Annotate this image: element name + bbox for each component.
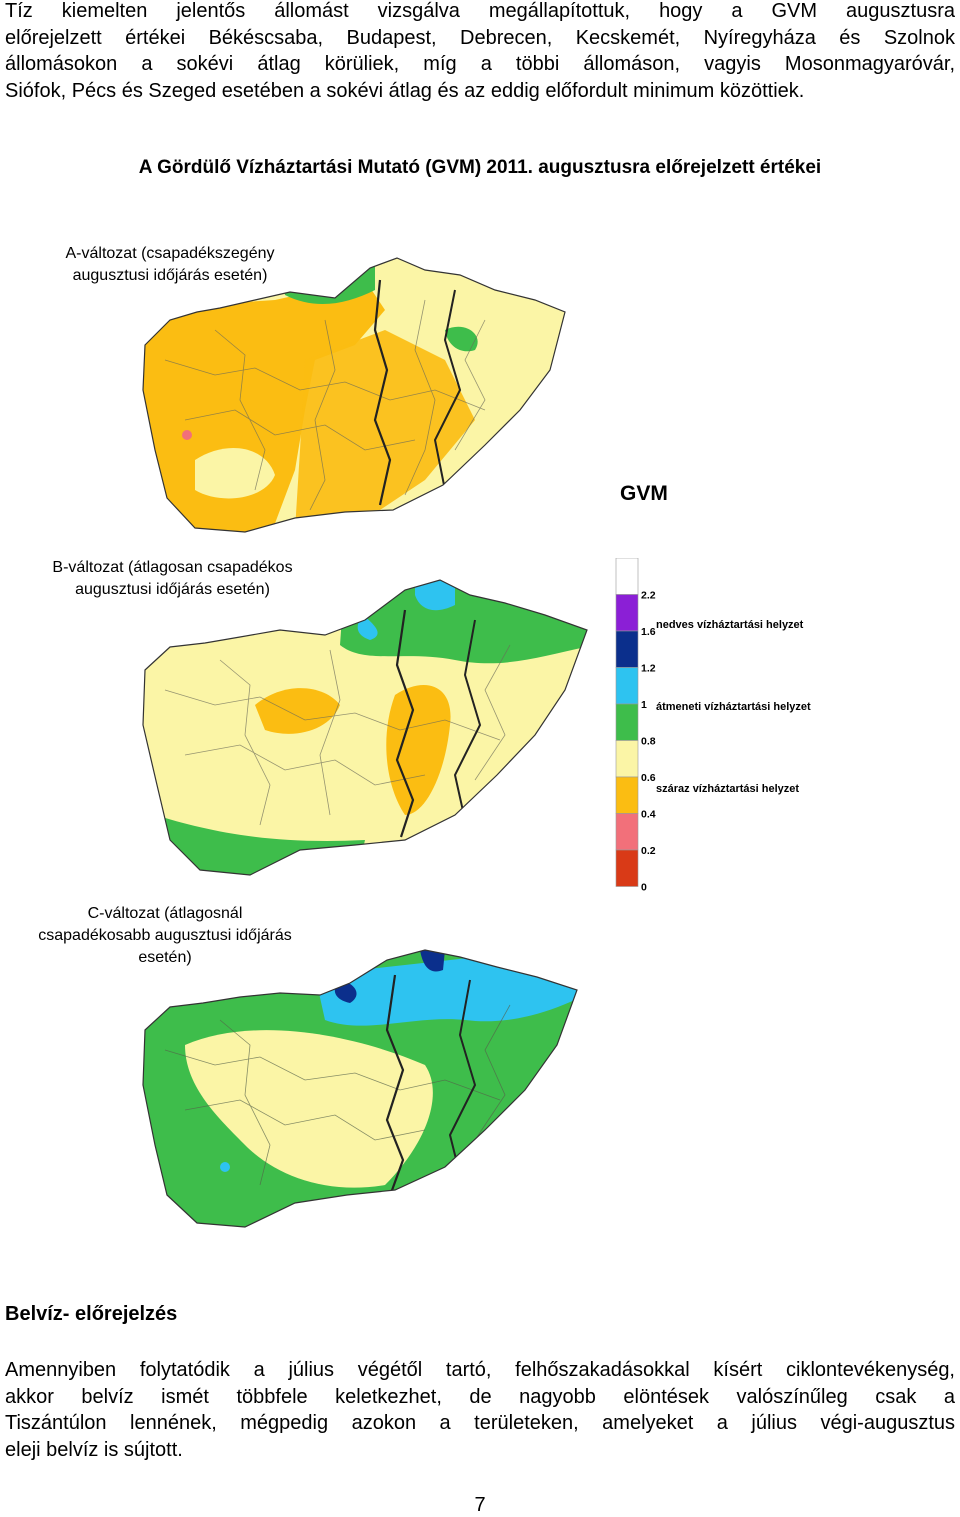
legend-swatches — [615, 558, 639, 887]
legend-tick-label: 2.2 — [641, 590, 656, 602]
legend-tick-label: 0.2 — [641, 845, 656, 857]
map-c-label-line: csapadékosabb augusztusi időjárás — [38, 927, 292, 944]
intro-line: Tíz kiemelten jelentős állomást vizsgálv… — [5, 0, 955, 22]
legend-swatch — [615, 776, 639, 814]
body-line: Tiszántúlon lennének, mégpedig azokon a … — [5, 1412, 955, 1434]
legend-tick-label: 0.6 — [641, 772, 656, 784]
legend-title: GVM — [620, 482, 668, 505]
legend-tick-label: 0 — [641, 882, 647, 894]
legend-swatch — [615, 740, 639, 778]
legend-tick-label: 1.6 — [641, 626, 656, 638]
map-c-label-line: esetén) — [138, 949, 192, 966]
legend-class-dry: száraz vízháztartási helyzet — [656, 783, 799, 795]
gvm-legend: 2.2 1.6 1.2 1 0.8 0.6 0.4 0.2 0 nedves vízháztar… — [615, 558, 811, 894]
intro-line: állomásokon a sokévi átlag körüliek, míg… — [5, 53, 955, 75]
map-c-label-line: C-változat (átlagosnál — [87, 905, 243, 922]
intro-line: előrejelzett értékei Békéscsaba, Budapes… — [5, 26, 955, 49]
legend-swatch — [615, 813, 639, 851]
legend-tick-label: 1.2 — [641, 663, 656, 675]
map-b-label: B-változat (átlagosan csapadékos auguszt… — [15, 557, 330, 601]
legend-swatch — [615, 849, 639, 887]
legend-ticks: 2.2 1.6 1.2 1 0.8 0.6 0.4 0.2 0 — [641, 590, 656, 894]
map-c-wet-scenario — [142, 949, 578, 1228]
intro-paragraph: Tíz kiemelten jelentős állomást vizsgálv… — [5, 0, 955, 104]
legend-tick-label: 0.4 — [641, 809, 656, 821]
legend-tick-label: 1 — [641, 699, 647, 711]
section-heading: Belvíz- előrejelzés — [5, 1303, 178, 1325]
legend-class-wet: nedves vízháztartási helyzet — [656, 619, 804, 631]
figure-title: A Gördülő Vízháztartási Mutató (GVM) 201… — [138, 157, 822, 178]
body-line: Amennyiben folytatódik a július végétől … — [5, 1359, 955, 1381]
map-b-label-line: augusztusi időjárás esetén) — [75, 581, 270, 598]
legend-swatch — [615, 630, 639, 668]
legend-class-transitional: átmeneti vízháztartási helyzet — [656, 701, 811, 713]
body-paragraph: Amennyiben folytatódik a július végétől … — [5, 1357, 955, 1463]
legend-swatch — [615, 667, 639, 705]
map-a-dry-scenario — [142, 257, 566, 533]
map-a-label: A-változat (csapadékszegény augusztusi i… — [15, 243, 325, 287]
legend-swatch — [615, 558, 639, 595]
body-line: eleji belvíz is sújtott. — [5, 1438, 183, 1461]
map-a-label-line: augusztusi időjárás esetén) — [72, 267, 268, 284]
intro-line: Siófok, Pécs és Szeged esetében a sokévi… — [5, 79, 805, 102]
map-b-label-line: B-változat (átlagosan csapadékos — [52, 559, 293, 576]
legend-swatch — [615, 703, 639, 741]
map-b-average-scenario — [142, 579, 588, 876]
map-a-label-line: A-változat (csapadékszegény — [65, 245, 275, 262]
legend-tick-label: 0.8 — [641, 736, 656, 748]
legend-swatch — [615, 594, 639, 632]
page-number: 7 — [474, 1494, 486, 1516]
map-c-label: C-változat (átlagosnál csapadékosabb aug… — [5, 903, 325, 969]
body-line: akkor belvíz ismét többfele keletkezhet,… — [5, 1385, 955, 1408]
